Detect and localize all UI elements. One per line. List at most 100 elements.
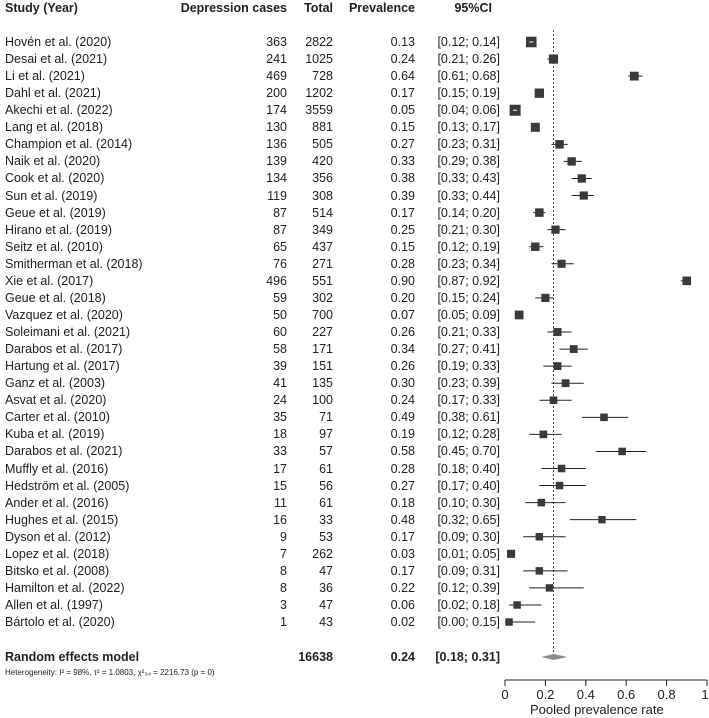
study-ci: [0.29; 0.38] xyxy=(437,154,500,169)
study-prevalence: 0.33 xyxy=(390,154,415,169)
study-total: 514 xyxy=(312,205,333,220)
study-ci: [0.61; 0.68] xyxy=(437,69,500,84)
study-total: 3559 xyxy=(305,103,333,118)
study-box xyxy=(629,71,639,81)
study-box xyxy=(557,259,566,268)
x-tick-label: 1 xyxy=(701,687,709,702)
study-total: 356 xyxy=(312,171,333,186)
study-total: 437 xyxy=(312,239,333,254)
study-name: Carter et al. (2010) xyxy=(5,410,110,425)
study-prevalence: 0.24 xyxy=(390,52,415,67)
study-cases: 1 xyxy=(280,615,287,630)
study-box xyxy=(577,174,586,183)
study-prevalence: 0.58 xyxy=(390,444,415,459)
study-name: Hedström et al. (2005) xyxy=(5,478,130,493)
study-cases: 3 xyxy=(280,597,287,612)
study-name: Hirano et al. (2019) xyxy=(5,222,113,237)
study-total: 36 xyxy=(319,580,333,595)
study-total: 97 xyxy=(319,427,333,442)
pooled-prevalence: 0.24 xyxy=(390,650,415,664)
study-box xyxy=(534,88,545,98)
study-ci: [0.12; 0.19] xyxy=(437,239,500,254)
study-cases: 41 xyxy=(273,376,287,391)
study-name: Dahl et al. (2021) xyxy=(5,86,101,101)
study-box xyxy=(514,310,524,320)
study-prevalence: 0.03 xyxy=(390,546,415,561)
study-ci: [0.12; 0.39] xyxy=(437,580,500,595)
study-ci: [0.21; 0.30] xyxy=(437,222,500,237)
study-cases: 33 xyxy=(273,444,287,459)
study-box xyxy=(682,276,692,286)
heterogeneity-text: Heterogeneity: I² = 98%, τ² = 1.0803, χ²… xyxy=(5,668,215,677)
study-total: 100 xyxy=(312,393,333,408)
study-name: Lang et al. (2018) xyxy=(5,120,103,135)
pooled-total: 16638 xyxy=(298,650,333,664)
study-ci: [0.17; 0.33] xyxy=(437,393,500,408)
study-box xyxy=(567,157,576,166)
study-ci: [0.18; 0.40] xyxy=(437,461,500,476)
study-cases: 200 xyxy=(266,86,287,101)
study-ci: [0.09; 0.31] xyxy=(437,563,500,578)
study-name: Allen et al. (1997) xyxy=(5,597,103,612)
study-total: 71 xyxy=(319,410,333,425)
study-cases: 60 xyxy=(273,325,287,340)
study-box xyxy=(555,481,564,490)
study-ci: [0.45; 0.70] xyxy=(437,444,500,459)
study-prevalence: 0.28 xyxy=(390,461,415,476)
study-prevalence: 0.34 xyxy=(390,342,415,357)
study-box xyxy=(531,242,540,251)
study-total: 33 xyxy=(319,512,333,527)
study-total: 881 xyxy=(312,120,333,135)
pooled-diamond xyxy=(541,654,568,660)
header-study: Study (Year) xyxy=(5,1,78,15)
study-prevalence: 0.26 xyxy=(390,359,415,374)
study-cases: 136 xyxy=(266,137,287,152)
study-ci: [0.21; 0.26] xyxy=(437,52,500,67)
study-name: Darabos et al. (2017) xyxy=(5,342,123,357)
study-prevalence: 0.28 xyxy=(390,256,415,271)
study-cases: 87 xyxy=(273,205,287,220)
study-prevalence: 0.27 xyxy=(390,137,415,152)
study-name: Champion et al. (2014) xyxy=(5,137,133,152)
x-axis-label: Pooled prevalence rate xyxy=(530,702,664,717)
study-name: Cook et al. (2020) xyxy=(5,171,105,186)
study-total: 53 xyxy=(319,529,333,544)
study-cases: 59 xyxy=(273,290,287,305)
study-total: 61 xyxy=(319,495,333,510)
study-name: Hughes et al. (2015) xyxy=(5,512,119,527)
study-name: Smitherman et al. (2018) xyxy=(5,256,143,271)
study-cases: 9 xyxy=(280,529,287,544)
x-tick-label: 0.8 xyxy=(657,687,676,702)
study-total: 1202 xyxy=(305,86,333,101)
study-box xyxy=(545,584,554,592)
study-box xyxy=(549,396,558,405)
study-box xyxy=(618,447,626,456)
study-cases: 15 xyxy=(273,478,287,493)
study-ci: [0.33; 0.44] xyxy=(437,188,500,203)
study-box xyxy=(505,618,513,626)
study-box xyxy=(555,140,564,149)
study-cases: 139 xyxy=(266,154,287,169)
study-cases: 7 xyxy=(280,546,287,561)
study-box xyxy=(569,345,578,354)
study-cases: 8 xyxy=(280,580,287,595)
study-ci: [0.05; 0.09] xyxy=(437,307,500,322)
study-box xyxy=(579,191,588,200)
study-ci: [0.04; 0.06] xyxy=(437,103,500,118)
study-prevalence: 0.22 xyxy=(390,580,415,595)
study-cases: 130 xyxy=(266,120,287,135)
study-name: Bitsko et al. (2008) xyxy=(5,563,110,578)
study-total: 349 xyxy=(312,222,333,237)
study-ci: [0.17; 0.40] xyxy=(437,478,500,493)
study-name: Sun et al. (2019) xyxy=(5,188,98,203)
study-name: Desai et al. (2021) xyxy=(5,52,108,67)
study-cases: 134 xyxy=(266,171,287,186)
study-prevalence: 0.30 xyxy=(390,376,415,391)
study-cases: 363 xyxy=(266,35,287,49)
study-cases: 119 xyxy=(267,188,287,203)
study-name: Ganz et al. (2003) xyxy=(5,376,106,391)
study-cases: 58 xyxy=(273,342,287,357)
study-ci: [0.12; 0.28] xyxy=(437,427,500,442)
study-cases: 496 xyxy=(266,273,287,288)
